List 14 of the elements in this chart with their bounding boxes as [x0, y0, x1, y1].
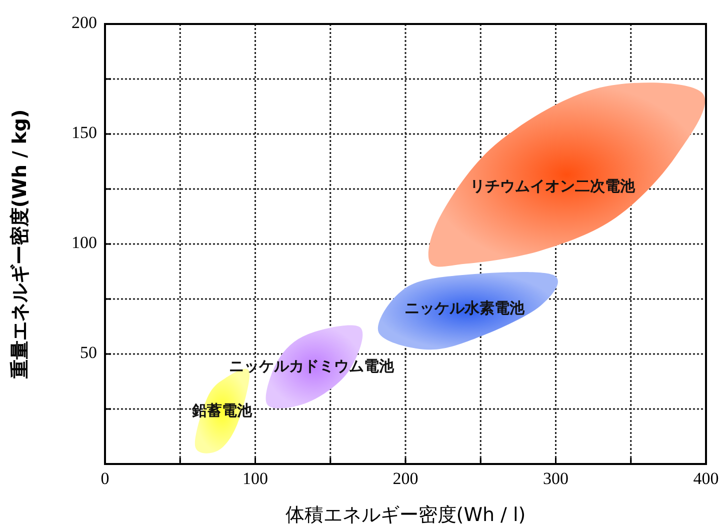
- x-tick-label: 100: [242, 469, 268, 488]
- series-label: ニッケルカドミウム電池: [229, 356, 396, 375]
- y-tick-label: 50: [80, 342, 97, 362]
- x-tick-label: 300: [543, 469, 568, 488]
- y-axis-title: 重量エネルギー密度(Wh / kg): [9, 109, 31, 380]
- x-axis-title: 体積エネルギー密度(Wh / l): [285, 504, 526, 526]
- series-label: リチウムイオン二次電池: [470, 176, 636, 195]
- y-tick-label: 200: [72, 12, 97, 32]
- x-tick-label: 200: [392, 469, 418, 488]
- x-tick-label: 400: [693, 469, 719, 488]
- y-tick-label: 150: [72, 122, 97, 142]
- series-label: ニッケル水素電池: [404, 298, 526, 317]
- x-tick-label: 0: [100, 469, 110, 488]
- y-tick-label: 100: [72, 232, 97, 252]
